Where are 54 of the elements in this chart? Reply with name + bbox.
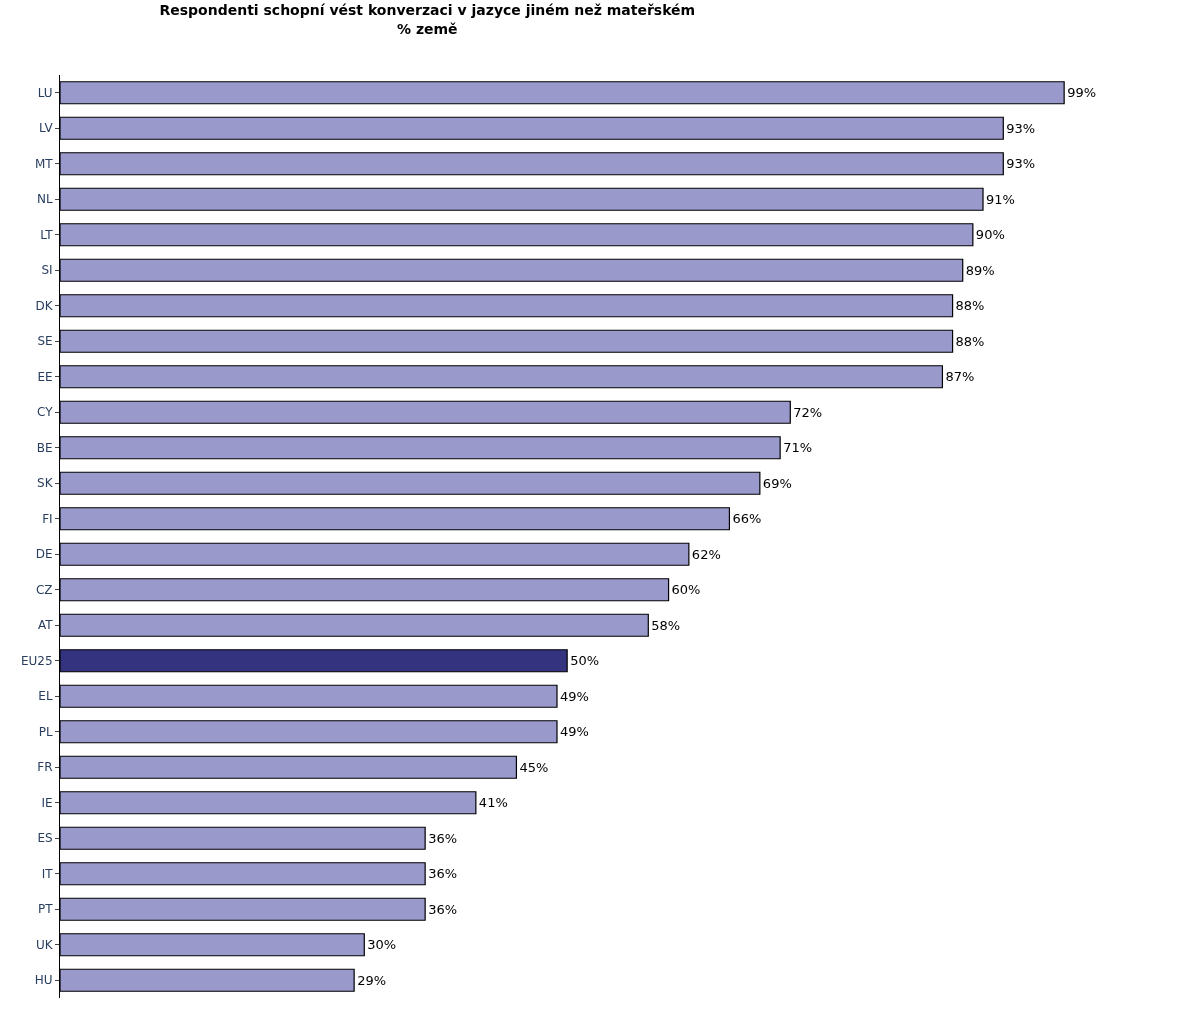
data-label: 45% bbox=[519, 759, 549, 775]
y-tick-label: ES bbox=[37, 831, 53, 846]
data-label: 30% bbox=[367, 937, 397, 953]
y-tick-label: LV bbox=[39, 121, 54, 136]
data-label: 58% bbox=[651, 617, 681, 633]
y-tick-label: FR bbox=[37, 760, 53, 775]
y-tick-label: CY bbox=[37, 405, 54, 420]
data-label: 99% bbox=[1067, 85, 1097, 101]
data-label: 36% bbox=[428, 901, 458, 917]
chart-subtitle: % země bbox=[397, 20, 458, 37]
y-tick-label: UK bbox=[35, 937, 54, 952]
data-label: 49% bbox=[560, 724, 589, 740]
data-label: 72% bbox=[793, 404, 823, 420]
y-tick-label: EL bbox=[38, 689, 53, 704]
y-tick-label: IT bbox=[41, 866, 54, 881]
y-tick-label: FI bbox=[42, 511, 53, 526]
y-tick-label: IE bbox=[41, 795, 53, 810]
data-label: 29% bbox=[357, 972, 387, 988]
y-tick-label: SI bbox=[41, 263, 53, 278]
data-label: 36% bbox=[428, 830, 458, 846]
y-tick-label: BE bbox=[36, 440, 53, 455]
y-tick-label: HU bbox=[34, 973, 53, 988]
data-label: 60% bbox=[671, 582, 701, 598]
data-label: 93% bbox=[1006, 120, 1036, 136]
data-label: 88% bbox=[955, 333, 985, 349]
y-tick-label: SE bbox=[37, 334, 53, 349]
data-label: 49% bbox=[560, 688, 589, 704]
data-label: 41% bbox=[478, 795, 508, 811]
y-tick-label: EE bbox=[37, 369, 53, 384]
data-label: 87% bbox=[945, 369, 975, 385]
y-tick-label: DK bbox=[35, 298, 54, 313]
y-tick-label: DE bbox=[35, 547, 53, 562]
data-label: 93% bbox=[1006, 156, 1036, 172]
y-tick-label: LU bbox=[37, 85, 53, 100]
y-tick-label: EU25 bbox=[20, 653, 53, 668]
y-tick-label: CZ bbox=[35, 582, 53, 597]
data-label: 36% bbox=[428, 866, 458, 882]
y-tick-label: PL bbox=[38, 724, 53, 739]
y-tick-label: NL bbox=[36, 192, 53, 207]
data-label: 90% bbox=[975, 227, 1005, 243]
y-tick-label: MT bbox=[34, 156, 54, 171]
data-label: 50% bbox=[570, 653, 600, 669]
y-tick-label: PT bbox=[38, 902, 54, 917]
y-tick-label: AT bbox=[37, 618, 54, 633]
data-label: 66% bbox=[732, 511, 762, 527]
data-label: 62% bbox=[691, 546, 721, 562]
data-label: 91% bbox=[986, 191, 1015, 207]
data-label: 69% bbox=[762, 475, 792, 491]
y-tick-label: SK bbox=[37, 476, 54, 491]
chart-title: Respondenti schopní vést konverzaci v jazyce jiném než mateřském bbox=[159, 2, 696, 19]
data-label: 71% bbox=[783, 440, 813, 456]
y-tick-label: LT bbox=[40, 227, 54, 242]
data-label: 89% bbox=[965, 262, 995, 278]
data-label: 88% bbox=[955, 298, 985, 314]
